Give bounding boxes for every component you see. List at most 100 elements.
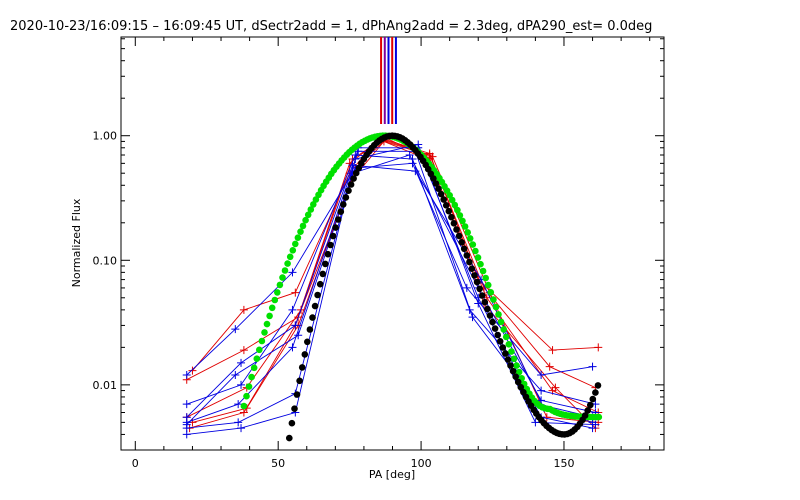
model-point <box>502 333 510 341</box>
data-point-marker <box>239 346 248 355</box>
model-point <box>309 314 316 321</box>
model-point <box>496 338 504 345</box>
model-point <box>304 338 311 346</box>
model-point <box>350 175 357 182</box>
model-point <box>274 289 281 296</box>
data-point-marker <box>288 343 297 352</box>
data-point-marker <box>234 400 243 409</box>
model-point <box>332 224 339 231</box>
data-point-marker <box>237 380 246 389</box>
model-point <box>271 296 279 304</box>
model-point <box>490 296 497 303</box>
model-point <box>491 325 499 332</box>
model-point <box>327 241 334 249</box>
data-point-marker <box>551 383 560 392</box>
model-point <box>289 247 297 254</box>
data-point-marker <box>294 331 303 340</box>
data-point-marker <box>405 151 414 160</box>
model-point <box>499 344 507 351</box>
model-point <box>342 194 350 201</box>
model-point <box>505 341 513 348</box>
model-point <box>455 232 463 240</box>
model-point <box>324 250 332 258</box>
data-point-marker <box>537 386 546 395</box>
model-point <box>504 356 512 363</box>
model-point <box>589 395 597 403</box>
data-point-marker <box>291 321 300 330</box>
x-tick-label: 0 <box>132 457 139 470</box>
x-tick-label: 100 <box>411 457 432 470</box>
model-point <box>495 311 502 318</box>
data-point-marker <box>291 288 300 297</box>
model-point <box>243 392 250 400</box>
model-point <box>347 181 355 188</box>
y-axis-label: Normalized Flux <box>70 198 83 287</box>
model-point <box>440 196 448 203</box>
model-point <box>286 253 294 261</box>
model-point <box>460 245 468 253</box>
model-point <box>306 326 314 333</box>
model-point <box>337 208 345 215</box>
data-point-marker <box>288 268 297 277</box>
data-point-marker <box>239 408 248 417</box>
model-point <box>463 252 471 259</box>
model-point <box>432 180 440 187</box>
model-point <box>509 367 517 375</box>
model-point <box>276 281 284 289</box>
model-point <box>487 289 495 296</box>
data-point-marker <box>348 161 357 170</box>
model-point <box>266 312 273 320</box>
data-point-marker <box>182 430 191 439</box>
model-point <box>288 419 296 427</box>
data-point-marker <box>237 424 246 433</box>
model-point <box>584 407 591 414</box>
series-line <box>186 154 596 425</box>
data-point-marker <box>545 362 554 371</box>
data-point-marker <box>414 140 423 149</box>
x-axis-label: PA [deg] <box>369 468 415 481</box>
model-point <box>316 280 324 288</box>
model-point <box>592 389 599 396</box>
model-point <box>302 216 309 224</box>
model-point <box>261 329 268 336</box>
model-point <box>587 401 594 409</box>
x-tick-label: 50 <box>271 457 285 470</box>
chart-title: 2020-10-23/16:09:15 – 16:09:45 UT, dSect… <box>10 19 652 34</box>
data-point-marker <box>468 313 477 322</box>
data-point-marker <box>237 358 246 367</box>
model-point <box>595 413 603 421</box>
data-series <box>182 151 600 429</box>
model-point <box>458 239 466 246</box>
model-point <box>466 258 473 266</box>
model-point <box>334 216 342 223</box>
model-point <box>466 235 474 242</box>
model-point <box>314 291 321 299</box>
model-point <box>484 281 492 289</box>
model-point <box>258 337 266 345</box>
model-point <box>450 220 458 227</box>
data-point-marker <box>234 418 243 427</box>
model-point <box>296 377 303 385</box>
model-point <box>478 292 486 299</box>
model-point <box>297 228 304 235</box>
model-point <box>263 320 271 328</box>
model-point <box>473 278 481 286</box>
model-point <box>468 265 476 273</box>
model-point <box>301 351 309 358</box>
model-point <box>310 201 317 208</box>
model-point <box>464 229 472 236</box>
model-point <box>456 212 464 219</box>
model-point <box>435 185 442 192</box>
model-point <box>517 383 525 391</box>
model-point <box>486 312 494 319</box>
model-point <box>581 412 589 419</box>
data-point-marker <box>239 305 248 314</box>
model-point <box>448 213 455 221</box>
model-point <box>454 206 461 214</box>
model-point <box>245 383 253 390</box>
model-point <box>502 350 509 357</box>
model-point <box>442 202 450 209</box>
model-point <box>311 302 319 310</box>
model-point <box>451 201 459 209</box>
